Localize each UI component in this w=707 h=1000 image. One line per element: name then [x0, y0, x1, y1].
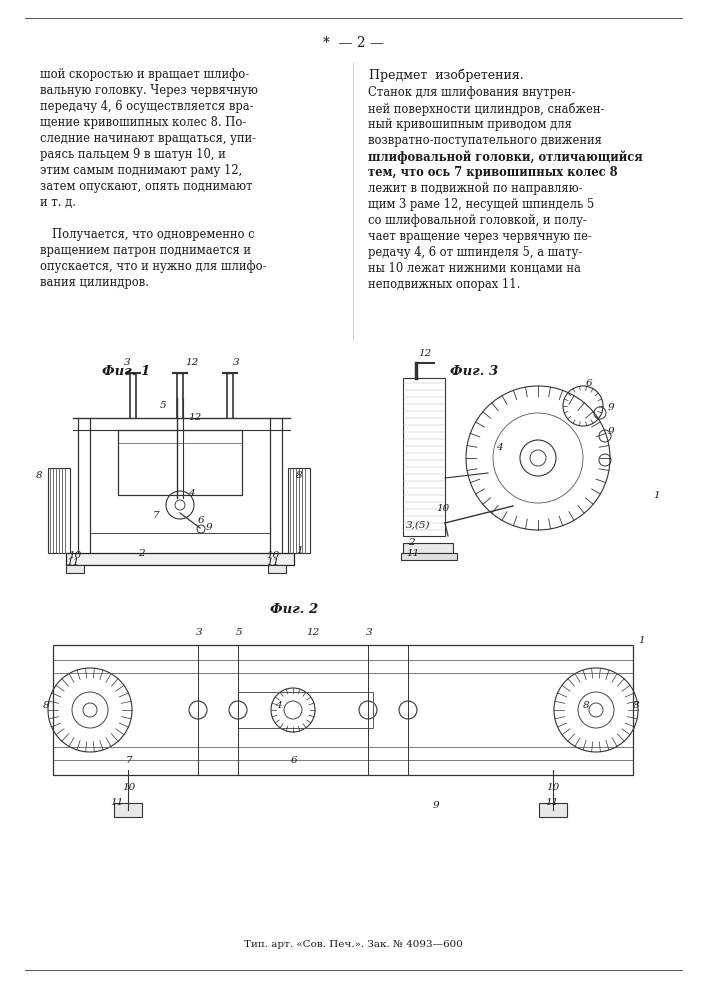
Text: 4: 4: [496, 443, 503, 452]
Bar: [66, 553, 294, 565]
Text: 5: 5: [236, 628, 243, 637]
Text: 9: 9: [608, 403, 614, 412]
Bar: [238, 692, 373, 728]
Text: 3: 3: [196, 628, 203, 637]
Text: 12: 12: [185, 358, 198, 367]
Text: шой скоростью и вращает шлифо-: шой скоростью и вращает шлифо-: [40, 68, 249, 81]
Text: 10: 10: [122, 783, 135, 792]
Text: ней поверхности цилиндров, снабжен-: ней поверхности цилиндров, снабжен-: [368, 102, 604, 115]
Text: 6: 6: [291, 756, 298, 765]
Text: 3: 3: [233, 358, 240, 367]
Text: 3: 3: [124, 358, 131, 367]
Text: Фиг. 2: Фиг. 2: [270, 603, 318, 616]
Text: 10: 10: [266, 551, 279, 560]
Text: следние начинают вращаться, упи-: следние начинают вращаться, упи-: [40, 132, 256, 145]
Text: Получается, что одновременно с: Получается, что одновременно с: [52, 228, 255, 241]
Text: возвратно-поступательного движения: возвратно-поступательного движения: [368, 134, 602, 147]
Bar: [53, 645, 633, 775]
Text: 11: 11: [266, 558, 279, 567]
Text: 9: 9: [433, 801, 440, 810]
Text: 3,(5): 3,(5): [406, 521, 431, 530]
Text: 4: 4: [275, 701, 281, 710]
Text: 1: 1: [653, 491, 660, 500]
Text: неподвижных опорах 11.: неподвижных опорах 11.: [368, 278, 520, 291]
Bar: [268, 565, 286, 573]
Text: 8: 8: [633, 701, 640, 710]
Bar: [114, 803, 142, 817]
Bar: [48, 468, 70, 553]
Text: 12: 12: [306, 628, 320, 637]
Text: 10: 10: [436, 504, 449, 513]
Text: щим 3 раме 12, несущей шпиндель 5: щим 3 раме 12, несущей шпиндель 5: [368, 198, 595, 211]
Text: вальную головку. Через червячную: вальную головку. Через червячную: [40, 84, 258, 97]
Bar: [403, 543, 453, 553]
Bar: [66, 565, 84, 573]
Text: 1: 1: [296, 546, 303, 555]
Text: лежит в подвижной по направляю-: лежит в подвижной по направляю-: [368, 182, 583, 195]
Text: раясь пальцем 9 в шатун 10, и: раясь пальцем 9 в шатун 10, и: [40, 148, 226, 161]
Text: 8: 8: [296, 471, 303, 480]
Text: вания цилиндров.: вания цилиндров.: [40, 276, 149, 289]
Text: 11: 11: [406, 549, 419, 558]
Text: 9: 9: [206, 523, 213, 532]
Text: 11: 11: [66, 558, 79, 567]
Text: Фиг. 3: Фиг. 3: [450, 365, 498, 378]
Text: Тип. арт. «Сов. Печ.». Зак. № 4093—600: Тип. арт. «Сов. Печ.». Зак. № 4093—600: [244, 940, 462, 949]
Text: Фиг. 1: Фиг. 1: [102, 365, 151, 378]
Text: 7: 7: [126, 756, 133, 765]
Text: 2: 2: [408, 538, 414, 547]
Text: щение кривошипных колес 8. По-: щение кривошипных колес 8. По-: [40, 116, 246, 129]
Text: опускается, что и нужно для шлифо-: опускается, что и нужно для шлифо-: [40, 260, 267, 273]
Text: Предмет  изобретения.: Предмет изобретения.: [368, 68, 523, 82]
Text: тем, что ось 7 кривошипных колес 8: тем, что ось 7 кривошипных колес 8: [368, 166, 618, 179]
Text: 12: 12: [418, 349, 431, 358]
Text: со шлифовальной головкой, и полу-: со шлифовальной головкой, и полу-: [368, 214, 587, 227]
Text: этим самым поднимают раму 12,: этим самым поднимают раму 12,: [40, 164, 243, 177]
Text: затем опускают, опять поднимают: затем опускают, опять поднимают: [40, 180, 252, 193]
Text: чает вращение через червячную пе-: чает вращение через червячную пе-: [368, 230, 592, 243]
Text: 11: 11: [110, 798, 123, 807]
Text: ный кривошипным приводом для: ный кривошипным приводом для: [368, 118, 572, 131]
Text: 3: 3: [366, 628, 373, 637]
Text: 8: 8: [36, 471, 42, 480]
Text: редачу 4, 6 от шпинделя 5, а шату-: редачу 4, 6 от шпинделя 5, а шату-: [368, 246, 583, 259]
Text: 8: 8: [583, 701, 590, 710]
Text: 2: 2: [138, 549, 145, 558]
Bar: [403, 378, 445, 536]
Text: 10: 10: [546, 783, 559, 792]
Text: и т. д.: и т. д.: [40, 196, 76, 209]
Text: 4: 4: [188, 489, 194, 498]
Text: 5: 5: [160, 401, 167, 410]
Text: 12: 12: [188, 413, 201, 422]
Text: 10: 10: [68, 551, 81, 560]
Text: 7: 7: [153, 511, 160, 520]
Text: 1: 1: [638, 636, 645, 645]
Text: *  — 2 —: * — 2 —: [322, 36, 383, 50]
Bar: [539, 803, 567, 817]
Text: 6: 6: [198, 516, 204, 525]
Text: 8: 8: [43, 701, 49, 710]
Text: вращением патрон поднимается и: вращением патрон поднимается и: [40, 244, 251, 257]
Text: шлифовальной головки, отличающийся: шлифовальной головки, отличающийся: [368, 150, 643, 163]
Text: Станок для шлифования внутрен-: Станок для шлифования внутрен-: [368, 86, 575, 99]
Text: 6: 6: [586, 379, 592, 388]
Text: 11: 11: [545, 798, 559, 807]
Text: передачу 4, 6 осуществляется вра-: передачу 4, 6 осуществляется вра-: [40, 100, 254, 113]
Text: 9: 9: [608, 427, 614, 436]
Bar: [401, 553, 457, 560]
Bar: [288, 468, 310, 553]
Bar: [118, 430, 242, 495]
Text: ны 10 лежат нижними концами на: ны 10 лежат нижними концами на: [368, 262, 581, 275]
